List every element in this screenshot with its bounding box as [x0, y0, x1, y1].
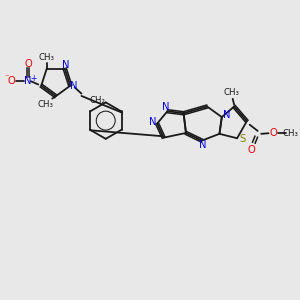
Text: +: + [30, 74, 36, 83]
Text: O: O [24, 59, 32, 70]
Text: O: O [248, 145, 255, 155]
Text: ⁻: ⁻ [4, 73, 9, 82]
Text: CH₃: CH₃ [223, 88, 239, 97]
Text: N: N [149, 117, 156, 127]
Text: S: S [240, 134, 246, 144]
Text: N: N [24, 76, 32, 86]
Text: CH₃: CH₃ [282, 129, 298, 138]
Text: O: O [8, 76, 16, 86]
Text: CH₃: CH₃ [39, 53, 55, 62]
Text: CH₂: CH₂ [89, 96, 105, 105]
Text: N: N [162, 101, 170, 112]
Text: N: N [70, 81, 78, 91]
Text: CH₃: CH₃ [38, 100, 53, 109]
Text: O: O [269, 128, 277, 138]
Text: N: N [62, 60, 70, 70]
Text: N: N [199, 140, 206, 150]
Text: N: N [223, 110, 231, 120]
